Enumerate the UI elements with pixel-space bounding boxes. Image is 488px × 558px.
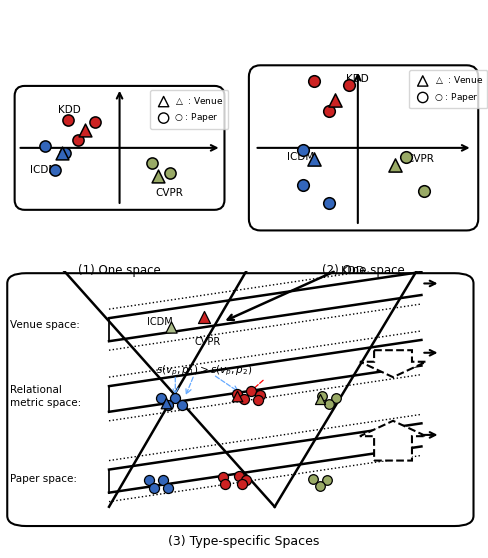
Point bbox=[51, 165, 59, 174]
Text: ICDM: ICDM bbox=[30, 165, 57, 175]
Text: Relational
metric space:: Relational metric space: bbox=[10, 385, 81, 408]
Point bbox=[145, 475, 153, 484]
Point bbox=[157, 393, 165, 402]
Point bbox=[299, 180, 306, 189]
Point bbox=[154, 171, 162, 180]
Point bbox=[81, 126, 88, 134]
Text: Venue space:: Venue space: bbox=[10, 320, 80, 330]
Point bbox=[310, 77, 318, 86]
Point bbox=[148, 158, 156, 167]
Point bbox=[316, 482, 324, 490]
Point bbox=[221, 479, 229, 488]
Text: CVPR: CVPR bbox=[194, 338, 221, 348]
Point bbox=[332, 393, 340, 402]
Text: KDD: KDD bbox=[346, 74, 369, 84]
Text: Paper space:: Paper space: bbox=[10, 474, 77, 484]
Point bbox=[325, 199, 333, 208]
Point bbox=[160, 476, 167, 485]
Point bbox=[331, 95, 339, 104]
Point bbox=[299, 146, 306, 155]
Point bbox=[41, 141, 48, 150]
Polygon shape bbox=[360, 421, 426, 460]
Point bbox=[309, 474, 317, 483]
Legend: $\triangle$ : Venue, $\bigcirc$ : Paper: $\triangle$ : Venue, $\bigcirc$ : Paper bbox=[409, 70, 488, 108]
Point bbox=[61, 148, 68, 157]
Point bbox=[150, 483, 158, 492]
Point bbox=[421, 187, 428, 196]
Point bbox=[243, 475, 250, 484]
Polygon shape bbox=[360, 350, 426, 377]
Point bbox=[219, 473, 226, 482]
Point bbox=[166, 323, 175, 331]
FancyBboxPatch shape bbox=[15, 86, 224, 210]
Text: KDD: KDD bbox=[58, 105, 81, 115]
Point bbox=[165, 169, 173, 177]
Point bbox=[325, 107, 333, 116]
Text: CVPR: CVPR bbox=[156, 188, 183, 198]
Point bbox=[240, 395, 248, 403]
Text: (2) One space: (2) One space bbox=[322, 264, 405, 277]
Point bbox=[233, 389, 241, 398]
Point bbox=[254, 396, 262, 405]
Point bbox=[390, 161, 398, 170]
Text: (1) One space: (1) One space bbox=[78, 264, 161, 277]
Point bbox=[323, 475, 331, 484]
Point bbox=[179, 401, 186, 410]
Point bbox=[402, 152, 410, 161]
Point bbox=[74, 136, 81, 145]
Point bbox=[235, 472, 243, 481]
Point bbox=[325, 400, 333, 408]
Point bbox=[257, 391, 264, 400]
Point bbox=[200, 312, 207, 321]
Point bbox=[164, 401, 172, 410]
Point bbox=[316, 395, 324, 403]
Point bbox=[162, 398, 170, 407]
Point bbox=[318, 392, 326, 401]
FancyBboxPatch shape bbox=[7, 273, 473, 526]
Point bbox=[171, 394, 179, 403]
Legend: $\triangle$ : Venue, $\bigcirc$ : Paper: $\triangle$ : Venue, $\bigcirc$ : Paper bbox=[150, 90, 228, 129]
Point bbox=[310, 155, 318, 164]
Text: KDD: KDD bbox=[341, 266, 365, 276]
Point bbox=[58, 148, 65, 157]
Point bbox=[345, 80, 352, 89]
Text: ICDM: ICDM bbox=[147, 317, 173, 327]
Point bbox=[238, 480, 245, 489]
Text: (3) Type-specific Spaces: (3) Type-specific Spaces bbox=[168, 535, 320, 548]
FancyBboxPatch shape bbox=[249, 65, 478, 230]
Point bbox=[247, 387, 255, 396]
Point bbox=[164, 484, 172, 493]
Point bbox=[233, 392, 241, 401]
Point bbox=[91, 117, 99, 126]
Text: ICDM: ICDM bbox=[287, 152, 314, 162]
Text: CVPR: CVPR bbox=[406, 155, 434, 165]
Text: $s(v_p, p_1) > s(v_p, p_2)$: $s(v_p, p_1) > s(v_p, p_2)$ bbox=[156, 363, 253, 378]
Point bbox=[64, 116, 72, 124]
